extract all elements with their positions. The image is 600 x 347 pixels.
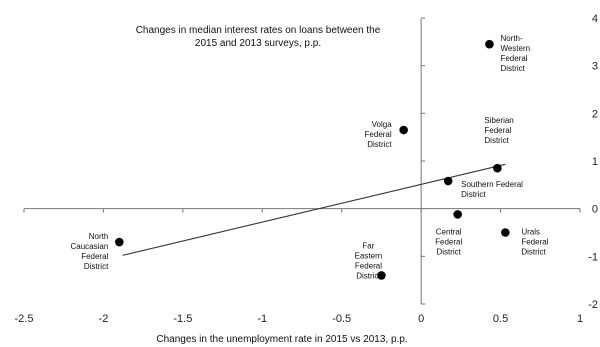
point-label: North-Western Federal District (500, 34, 530, 73)
point-label-line: District (484, 136, 509, 145)
trend-line (122, 163, 506, 256)
y-axis-ticks: 4 3 2 1 0 -1 -2 (421, 13, 598, 311)
x-axis-title: Changes in the unemployment rate in 2015… (156, 334, 407, 345)
point-label-line: Federal (484, 126, 511, 135)
data-point (443, 176, 453, 186)
point-label-line: District (500, 64, 525, 73)
x-tick-label: 0 (418, 313, 424, 325)
y-tick-label: 1 (592, 156, 598, 168)
point-label: Central Federal District (435, 227, 462, 256)
point-label-line: Urals (521, 228, 540, 237)
point-label-line: District (367, 140, 392, 149)
point-label-line: Far (362, 241, 374, 250)
x-tick-label: -1 (257, 313, 267, 325)
point-label-line: District (436, 247, 461, 256)
point-label-line: Central (436, 227, 462, 236)
point-label-line: Federal (435, 237, 462, 246)
data-point (115, 237, 124, 247)
point-label-line: District (461, 190, 486, 199)
x-tick-label: 1 (577, 313, 583, 325)
point-label: Urals Federal District (521, 228, 548, 257)
point-label-line: Western (500, 44, 530, 53)
chart-title-line: 2015 and 2013 surveys, p.p. (195, 38, 321, 49)
point-label: North Caucasian Federal District (71, 232, 110, 271)
point-label-line: Volga (372, 120, 393, 129)
point-label-line: Federal (521, 238, 548, 247)
data-point (493, 163, 502, 173)
data-point (377, 271, 386, 280)
y-tick-label: 2 (592, 108, 598, 120)
point-label-line: Eastern (355, 251, 383, 260)
point-label-line: North (89, 232, 109, 241)
y-tick-label: 0 (592, 204, 598, 216)
point-label-line: District (356, 271, 381, 280)
x-axis-ticks: -2.5 -2 -1.5 -1 -0.5 0 0.5 1 (15, 208, 583, 325)
x-tick-label: -0.5 (332, 313, 351, 325)
point-label-line: Federal (365, 130, 392, 139)
data-point (501, 228, 510, 237)
point-label-line: Federal (355, 261, 382, 270)
point-label-line: Federal (81, 252, 108, 261)
point-label-line: Siberian (484, 116, 513, 125)
x-tick-label: -1.5 (173, 313, 192, 325)
point-label-line: District (84, 262, 109, 271)
point-label: Siberian Federal District (484, 116, 513, 145)
point-label-line: Federal (500, 54, 527, 63)
data-points (115, 39, 510, 280)
data-point (485, 39, 494, 49)
point-label-line: Caucasian (71, 242, 109, 251)
y-tick-label: -2 (588, 299, 598, 311)
point-label-line: District (521, 248, 546, 257)
point-label: Southern Federal District (461, 180, 523, 199)
chart-title-line: Changes in median interest rates on loan… (136, 25, 381, 36)
y-tick-label: 4 (592, 13, 598, 25)
x-tick-label: -2.5 (15, 313, 34, 325)
data-point (453, 210, 462, 219)
point-label-line: North- (500, 34, 523, 43)
data-point (399, 125, 408, 135)
point-label: Volga Federal District (365, 120, 393, 149)
y-tick-label: -1 (588, 251, 598, 263)
x-tick-label: 0.5 (493, 313, 508, 325)
point-label-line: Southern Federal (461, 180, 523, 189)
point-label: Far Eastern Federal District (355, 241, 383, 280)
chart-title: Changes in median interest rates on loan… (136, 25, 381, 49)
x-tick-label: -2 (99, 313, 109, 325)
y-tick-label: 3 (592, 61, 598, 73)
